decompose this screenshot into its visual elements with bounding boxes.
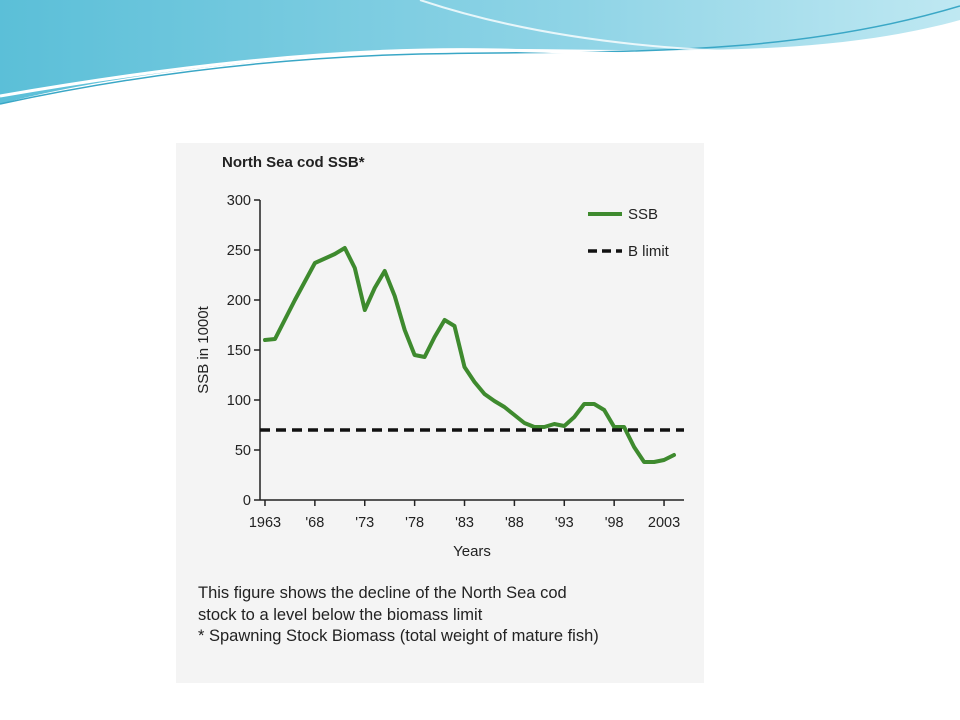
chart-title: North Sea cod SSB* xyxy=(222,154,365,171)
slide-header-decoration xyxy=(0,0,960,105)
figure-panel: 0 50 100 150 200 250 300 1963 '68 '73 '78 '83 '88 '9… xyxy=(176,143,704,683)
x-tick-label: 1963 xyxy=(249,515,281,531)
figure-caption: This figure shows the decline of the Nor… xyxy=(198,583,599,648)
ssb-line xyxy=(263,246,676,464)
x-axis-ticks: 1963 '68 '73 '78 '83 '88 '93 '98 2003 xyxy=(249,500,680,531)
y-tick-label: 50 xyxy=(235,443,251,459)
caption-line: stock to a level below the biomass limit xyxy=(198,605,483,624)
x-axis-label: Years xyxy=(453,543,491,560)
y-tick-label: 150 xyxy=(227,343,251,359)
caption-line: * Spawning Stock Biomass (total weight o… xyxy=(198,627,599,645)
chart: 0 50 100 150 200 250 300 1963 '68 '73 '78 '83 '88 '9… xyxy=(195,193,684,560)
series-layer xyxy=(260,246,684,464)
legend: SSB B limit xyxy=(588,206,670,260)
legend-label: B limit xyxy=(628,243,670,260)
x-tick-label: '68 xyxy=(305,515,324,531)
x-tick-label: '73 xyxy=(355,515,374,531)
x-tick-label: '78 xyxy=(405,515,424,531)
x-tick-label: '93 xyxy=(555,515,574,531)
legend-label: SSB xyxy=(628,206,658,223)
y-tick-label: 300 xyxy=(227,193,251,209)
y-tick-label: 200 xyxy=(227,293,251,309)
y-axis-ticks: 0 50 100 150 200 250 300 xyxy=(227,193,260,509)
y-tick-label: 0 xyxy=(243,493,251,509)
y-tick-label: 250 xyxy=(227,243,251,259)
y-axis-label: SSB in 1000t xyxy=(195,305,212,393)
x-tick-label: '98 xyxy=(605,515,624,531)
y-tick-label: 100 xyxy=(227,393,251,409)
x-tick-label: '88 xyxy=(505,515,524,531)
caption-line: This figure shows the decline of the Nor… xyxy=(198,584,567,602)
x-tick-label: 2003 xyxy=(648,515,680,531)
x-tick-label: '83 xyxy=(455,515,474,531)
